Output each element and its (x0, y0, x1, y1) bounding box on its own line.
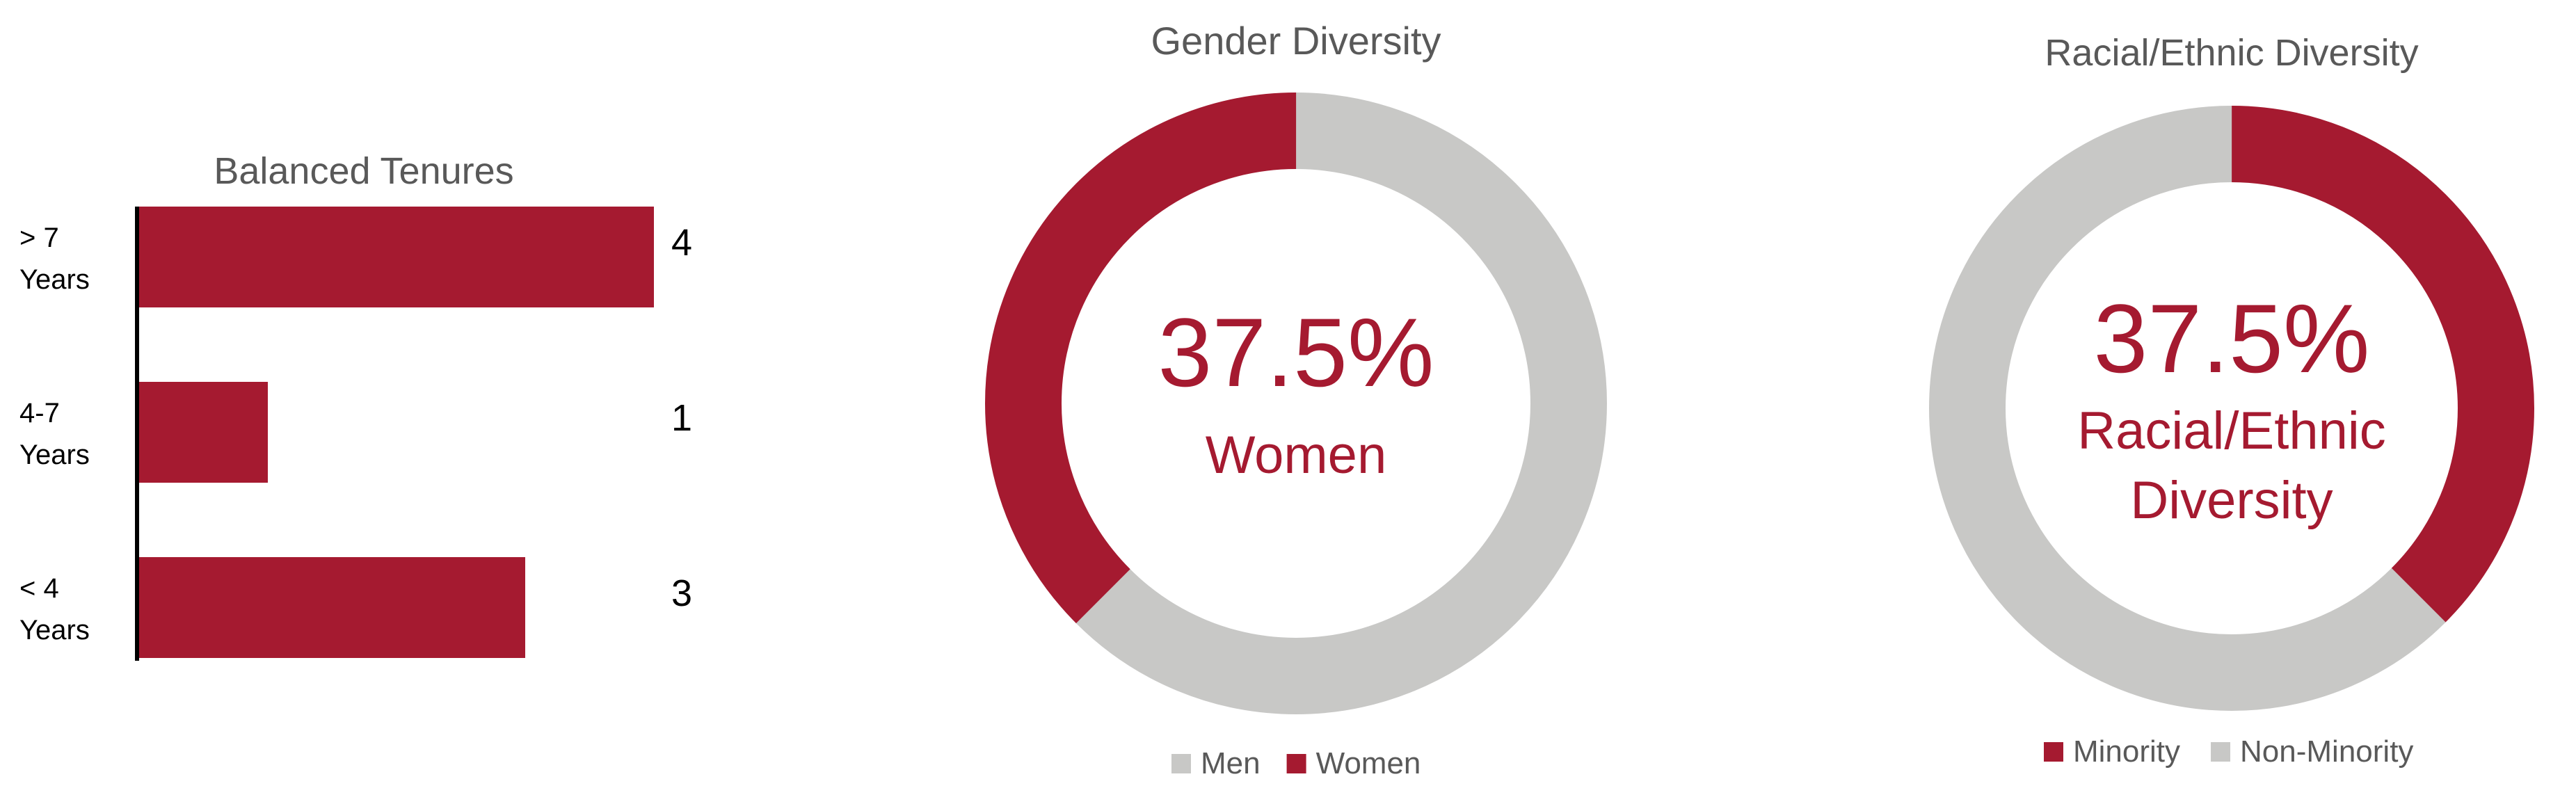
legend-swatch (1286, 754, 1306, 773)
category-label: > 7 (19, 223, 59, 253)
gender-donut-chart: Gender Diversity 37.5% Women Men Women (985, 19, 1607, 780)
bar (139, 382, 268, 483)
center-value: 37.5% (2094, 284, 2370, 393)
center-label: Women (1206, 426, 1386, 485)
data-label: 3 (671, 572, 692, 614)
legend-swatch (2211, 742, 2231, 762)
legend-label: Non-Minority (2240, 734, 2413, 769)
chart-title: Racial/Ethnic Diversity (2045, 32, 2418, 74)
tenure-bar-chart: Balanced Tenures > 7 Years 4 4-7 Years 1 < 4 Ye… (19, 150, 692, 661)
chart-legend: Men Women (1171, 746, 1421, 780)
bar (139, 557, 525, 658)
chart-title: Balanced Tenures (214, 150, 513, 192)
legend-swatch (2044, 742, 2063, 762)
center-label-line-1: Racial/Ethnic (2077, 401, 2386, 460)
legend-label: Men (1201, 746, 1261, 780)
center-value: 37.5% (1158, 298, 1434, 407)
legend-label: Minority (2073, 734, 2180, 769)
chart-legend: Minority Non-Minority (2044, 734, 2413, 769)
center-label-line-2: Diversity (2130, 471, 2333, 530)
category-label: < 4 (19, 573, 59, 604)
data-label: 4 (671, 222, 692, 264)
legend-label: Women (1316, 746, 1421, 780)
bar (139, 207, 654, 307)
category-label: Years (19, 440, 90, 470)
racial-ethnic-donut-chart: Racial/Ethnic Diversity 37.5% Racial/Eth… (1929, 32, 2534, 769)
data-label: 1 (671, 397, 692, 439)
category-label: Years (19, 615, 90, 645)
category-label: 4-7 (19, 398, 60, 428)
legend-swatch (1171, 754, 1191, 773)
category-label: Years (19, 264, 90, 295)
slice-women (985, 92, 1607, 714)
chart-title: Gender Diversity (1151, 19, 1441, 63)
